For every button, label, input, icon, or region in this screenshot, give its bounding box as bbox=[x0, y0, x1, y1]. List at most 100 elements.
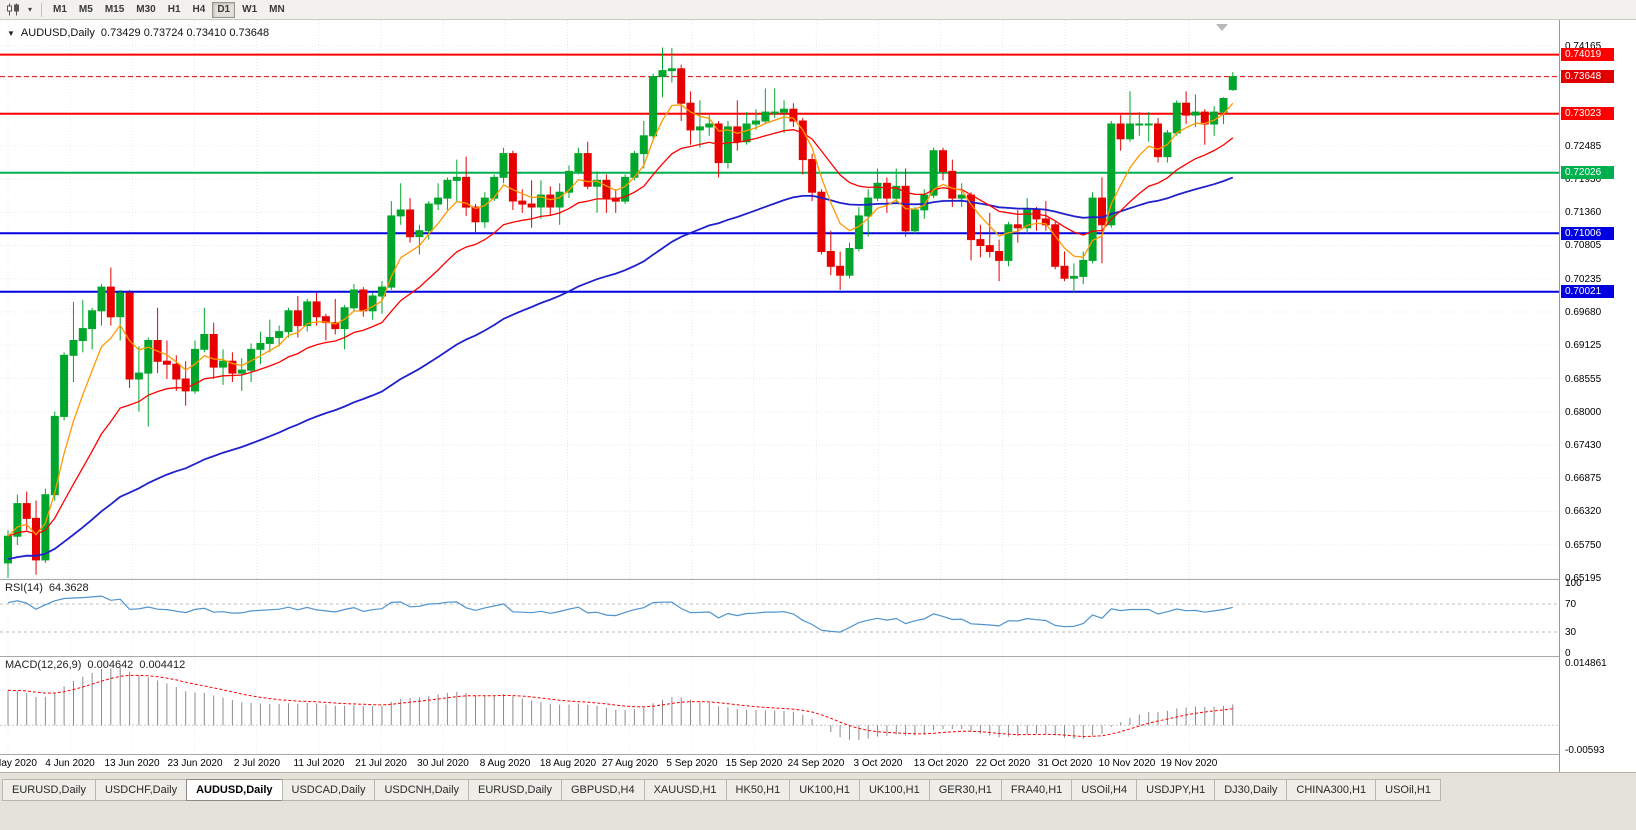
panel-splitter-macd[interactable] bbox=[0, 656, 1636, 657]
chart-tab-dj30-daily[interactable]: DJ30,Daily bbox=[1214, 779, 1287, 801]
candle bbox=[695, 126, 704, 131]
timeframe-button-h4[interactable]: H4 bbox=[187, 1, 211, 18]
candlestick-chart-icon bbox=[7, 3, 19, 16]
candle bbox=[424, 203, 433, 232]
chart-tab-usdcnh-daily[interactable]: USDCNH,Daily bbox=[374, 779, 469, 801]
candle bbox=[546, 194, 555, 208]
candle bbox=[406, 209, 415, 238]
candle bbox=[808, 159, 817, 193]
candle bbox=[191, 348, 199, 392]
rsi-axis-tick: 30 bbox=[1565, 627, 1577, 638]
chart-tab-china300-h1[interactable]: CHINA300,H1 bbox=[1286, 779, 1376, 801]
candle bbox=[303, 301, 312, 327]
timeframe-button-mn[interactable]: MN bbox=[264, 1, 290, 18]
candle bbox=[836, 265, 845, 276]
date-axis[interactable]: 26 May 2020 4 Jun 2020 13 Jun 2020 23 Jun 2… bbox=[0, 754, 1636, 772]
candle bbox=[1023, 209, 1032, 229]
timeframe-button-m15[interactable]: M15 bbox=[99, 1, 130, 18]
candle bbox=[723, 126, 732, 163]
candle bbox=[939, 150, 947, 172]
candle bbox=[752, 120, 760, 125]
chart-tab-usoil-h4[interactable]: USOil,H4 bbox=[1071, 779, 1137, 801]
chart-type-dropdown[interactable]: ▾ bbox=[25, 2, 35, 18]
price-tick: 0.71930 bbox=[1565, 174, 1602, 185]
candle bbox=[340, 307, 349, 330]
chart-tab-fra40-h1[interactable]: FRA40,H1 bbox=[1000, 779, 1072, 801]
chart-tab-gbpusd-h4[interactable]: GBPUSD,H4 bbox=[561, 779, 644, 801]
candle bbox=[415, 230, 424, 238]
candle bbox=[275, 331, 284, 339]
candle bbox=[910, 209, 919, 232]
candle bbox=[527, 203, 536, 208]
price-chart[interactable] bbox=[0, 20, 1559, 579]
candle bbox=[518, 200, 527, 205]
date-tick-label: 8 Aug 2020 bbox=[479, 758, 531, 769]
macd-axis-tick: -0.00593 bbox=[1565, 745, 1605, 756]
candle bbox=[32, 517, 40, 561]
candle bbox=[920, 194, 929, 211]
price-axis[interactable]: 0.74165 0.72485 0.71930 0.71360 0.70805 0.702… bbox=[1559, 20, 1636, 772]
macd-panel[interactable] bbox=[0, 657, 1559, 754]
price-tick: 0.69680 bbox=[1565, 307, 1602, 318]
chart-tab-uk100-h1[interactable]: UK100,H1 bbox=[789, 779, 859, 801]
chart-tab-eurusd-daily[interactable]: EURUSD,Daily bbox=[2, 779, 95, 801]
date-tick-label: 2 Jul 2020 bbox=[233, 758, 281, 769]
chart-tab-uk100-h1[interactable]: UK100,H1 bbox=[858, 779, 929, 801]
candle bbox=[434, 197, 443, 205]
macd-signal-line bbox=[7, 674, 1233, 738]
candle bbox=[247, 348, 256, 371]
timeframe-button-m5[interactable]: M5 bbox=[73, 1, 98, 18]
candle bbox=[555, 191, 564, 208]
panel-splitter-rsi[interactable] bbox=[0, 579, 1636, 580]
candle bbox=[134, 372, 143, 380]
price-tick: 0.74165 bbox=[1565, 41, 1602, 52]
ma-fast-orange bbox=[7, 102, 1234, 537]
timeframe-button-m30[interactable]: M30 bbox=[131, 1, 161, 18]
timeframe-button-h1[interactable]: H1 bbox=[162, 1, 186, 18]
timeframe-button-w1[interactable]: W1 bbox=[237, 1, 263, 18]
candle bbox=[826, 251, 835, 267]
rsi-label: RSI(14) 64.3628 bbox=[5, 582, 89, 594]
chart-tab-usdchf-daily[interactable]: USDCHF,Daily bbox=[94, 779, 187, 801]
candle bbox=[78, 328, 87, 342]
candle bbox=[639, 135, 648, 155]
chart-tab-audusd-daily[interactable]: AUDUSD,Daily bbox=[186, 779, 282, 801]
chart-tab-hk50-h1[interactable]: HK50,H1 bbox=[725, 779, 790, 801]
chart-tab-usdcad-daily[interactable]: USDCAD,Daily bbox=[281, 779, 375, 801]
price-tick: 0.69125 bbox=[1565, 340, 1602, 351]
candle bbox=[162, 360, 171, 365]
candle bbox=[882, 182, 891, 199]
candle bbox=[957, 194, 966, 199]
chart-tab-usoil-h1[interactable]: USOil,H1 bbox=[1375, 779, 1441, 801]
chart-tab-usdjpy-h1[interactable]: USDJPY,H1 bbox=[1136, 779, 1215, 801]
timeframe-button-m1[interactable]: M1 bbox=[48, 1, 72, 18]
date-tick-label: 11 Jul 2020 bbox=[293, 758, 345, 769]
one-click-trading-toggle[interactable]: ▼ bbox=[7, 28, 15, 38]
chart-tab-eurusd-daily[interactable]: EURUSD,Daily bbox=[468, 779, 561, 801]
timeframe-button-d1[interactable]: D1 bbox=[212, 1, 236, 18]
chart-tab-ger30-h1[interactable]: GER30,H1 bbox=[928, 779, 1001, 801]
candle bbox=[331, 322, 340, 330]
candle bbox=[649, 76, 658, 137]
candle bbox=[1013, 224, 1022, 229]
candle bbox=[854, 215, 863, 249]
candle bbox=[1144, 123, 1153, 126]
candle bbox=[845, 248, 854, 276]
date-tick-label: 19 Nov 2020 bbox=[1160, 758, 1218, 769]
candle bbox=[574, 153, 583, 172]
chart-shift-marker[interactable] bbox=[1216, 24, 1228, 31]
candle bbox=[1107, 123, 1116, 226]
price-tick: 0.65750 bbox=[1565, 540, 1602, 551]
timeframe-group: M1 M5 M15 M30 H1 H4 D1 W1 MN bbox=[48, 1, 290, 18]
candle bbox=[219, 360, 227, 368]
chart-tab-xauusd-h1[interactable]: XAUUSD,H1 bbox=[643, 779, 726, 801]
rsi-panel[interactable] bbox=[0, 580, 1559, 656]
price-badge-0.70021: 0.70021 bbox=[1561, 285, 1614, 298]
candle bbox=[1060, 265, 1069, 279]
chart-type-button[interactable] bbox=[3, 2, 23, 18]
price-tick: 0.68000 bbox=[1565, 407, 1602, 418]
candle bbox=[396, 209, 405, 217]
candle bbox=[368, 295, 377, 312]
candle bbox=[948, 170, 957, 199]
price-badge-0.73648: 0.73648 bbox=[1561, 70, 1614, 83]
